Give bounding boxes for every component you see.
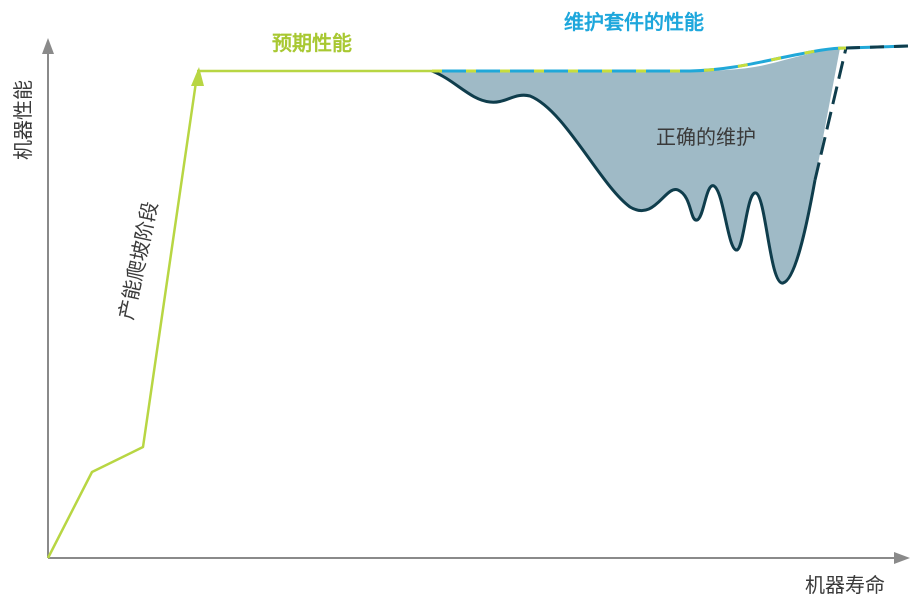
expected-performance-label: 预期性能 — [272, 31, 352, 55]
maintenance-kit-line-dashes — [432, 46, 847, 73]
y-axis-label: 机器性能 — [11, 80, 35, 160]
capacity-ramp-up-label: 产能爬坡阶段 — [114, 199, 162, 321]
correct-maintenance-area — [432, 48, 840, 284]
x-axis-label: 机器寿命 — [805, 573, 885, 597]
y-axis-arrow — [42, 38, 54, 54]
ramp-up-arrowhead — [191, 67, 204, 86]
ramp-up-line — [46, 74, 199, 559]
degradation-curve — [431, 69, 817, 285]
maintenance-kit-label: 维护套件的性能 — [564, 10, 704, 34]
correct-maintenance-label: 正确的维护 — [656, 125, 756, 149]
recovery-dashed-line — [813, 47, 848, 181]
post-recovery-dark-segment — [845, 44, 909, 50]
x-axis-arrow — [894, 552, 910, 564]
